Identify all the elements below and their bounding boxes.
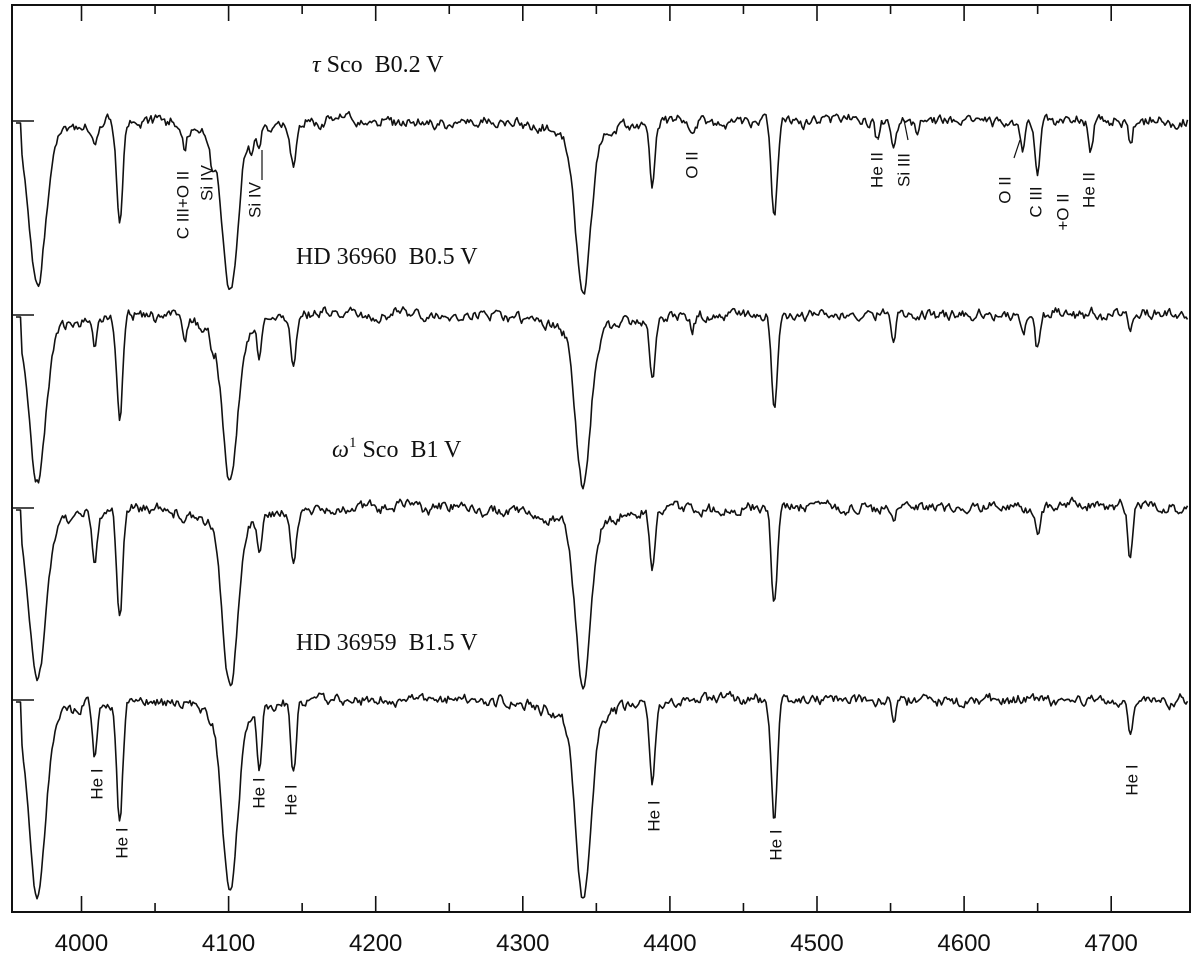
line-label: Si IV [197, 164, 216, 201]
tick-label-4400: 4400 [643, 930, 696, 957]
line-label: He II [1079, 172, 1098, 208]
star-label-hd-36959: HD 36959 B1.5 V [296, 630, 478, 656]
line-label: C III [1026, 186, 1045, 217]
star-name: Sco [356, 437, 398, 463]
star-name: HD 36960 [296, 244, 397, 270]
line-label: O II [682, 151, 701, 178]
star-name: Sco [321, 52, 363, 78]
star-symbol: τ [312, 52, 322, 78]
spectral-type: B1.5 V [409, 630, 479, 656]
line-label: He I [766, 829, 785, 860]
line-label-leader [1013, 139, 1021, 159]
tick-label-4500: 4500 [790, 930, 843, 957]
line-label: He I [644, 800, 663, 831]
tick-label-4700: 4700 [1085, 930, 1138, 957]
star-label-tau-sco: τ Sco B0.2 V [312, 52, 444, 78]
tick-label-4300: 4300 [496, 930, 549, 957]
tick-label-4100: 4100 [202, 930, 255, 957]
spectrum-hd-36959 [16, 690, 1189, 900]
star-symbol: ω [332, 437, 349, 463]
x-axis: 4000 4100 4200 4300 4400 4500 4600 4700 [55, 5, 1138, 957]
spectrum-hd-36960 [16, 306, 1189, 490]
line-label: Si IV [245, 181, 264, 218]
tick-label-4600: 4600 [937, 930, 990, 957]
star-labels: τ Sco B0.2 V HD 36960 B0.5 V ω1 Sco B1 V HD 36… [296, 52, 478, 656]
spectrum-tau-sco [16, 110, 1189, 295]
line-label: He I [1122, 764, 1141, 795]
star-symbol-sup: 1 [349, 435, 357, 451]
line-label: He I [281, 784, 300, 815]
line-label: Si III [894, 153, 913, 187]
line-label-leader [903, 119, 909, 141]
spectra [12, 110, 1189, 900]
line-label: C III+O II [173, 171, 192, 240]
line-label: He II [867, 152, 886, 188]
spectral-type: B0.2 V [375, 52, 445, 78]
line-label: He I [87, 768, 106, 799]
line-label-leader [877, 119, 883, 141]
plot-frame [11, 4, 1191, 913]
line-label: He I [112, 827, 131, 858]
spectral-type: B0.5 V [409, 244, 479, 270]
spectrum-omega-sco [16, 496, 1189, 690]
line-label: O II [995, 176, 1014, 203]
spectral-type: B1 V [410, 437, 462, 463]
line-label: +O II [1053, 193, 1072, 230]
tick-label-4000: 4000 [55, 930, 108, 957]
star-name: HD 36959 [296, 630, 397, 656]
star-label-omega-sco: ω1 Sco B1 V [332, 435, 462, 463]
line-label: He I [249, 777, 268, 808]
tick-label-4200: 4200 [349, 930, 402, 957]
star-label-hd-36960: HD 36960 B0.5 V [296, 244, 478, 270]
